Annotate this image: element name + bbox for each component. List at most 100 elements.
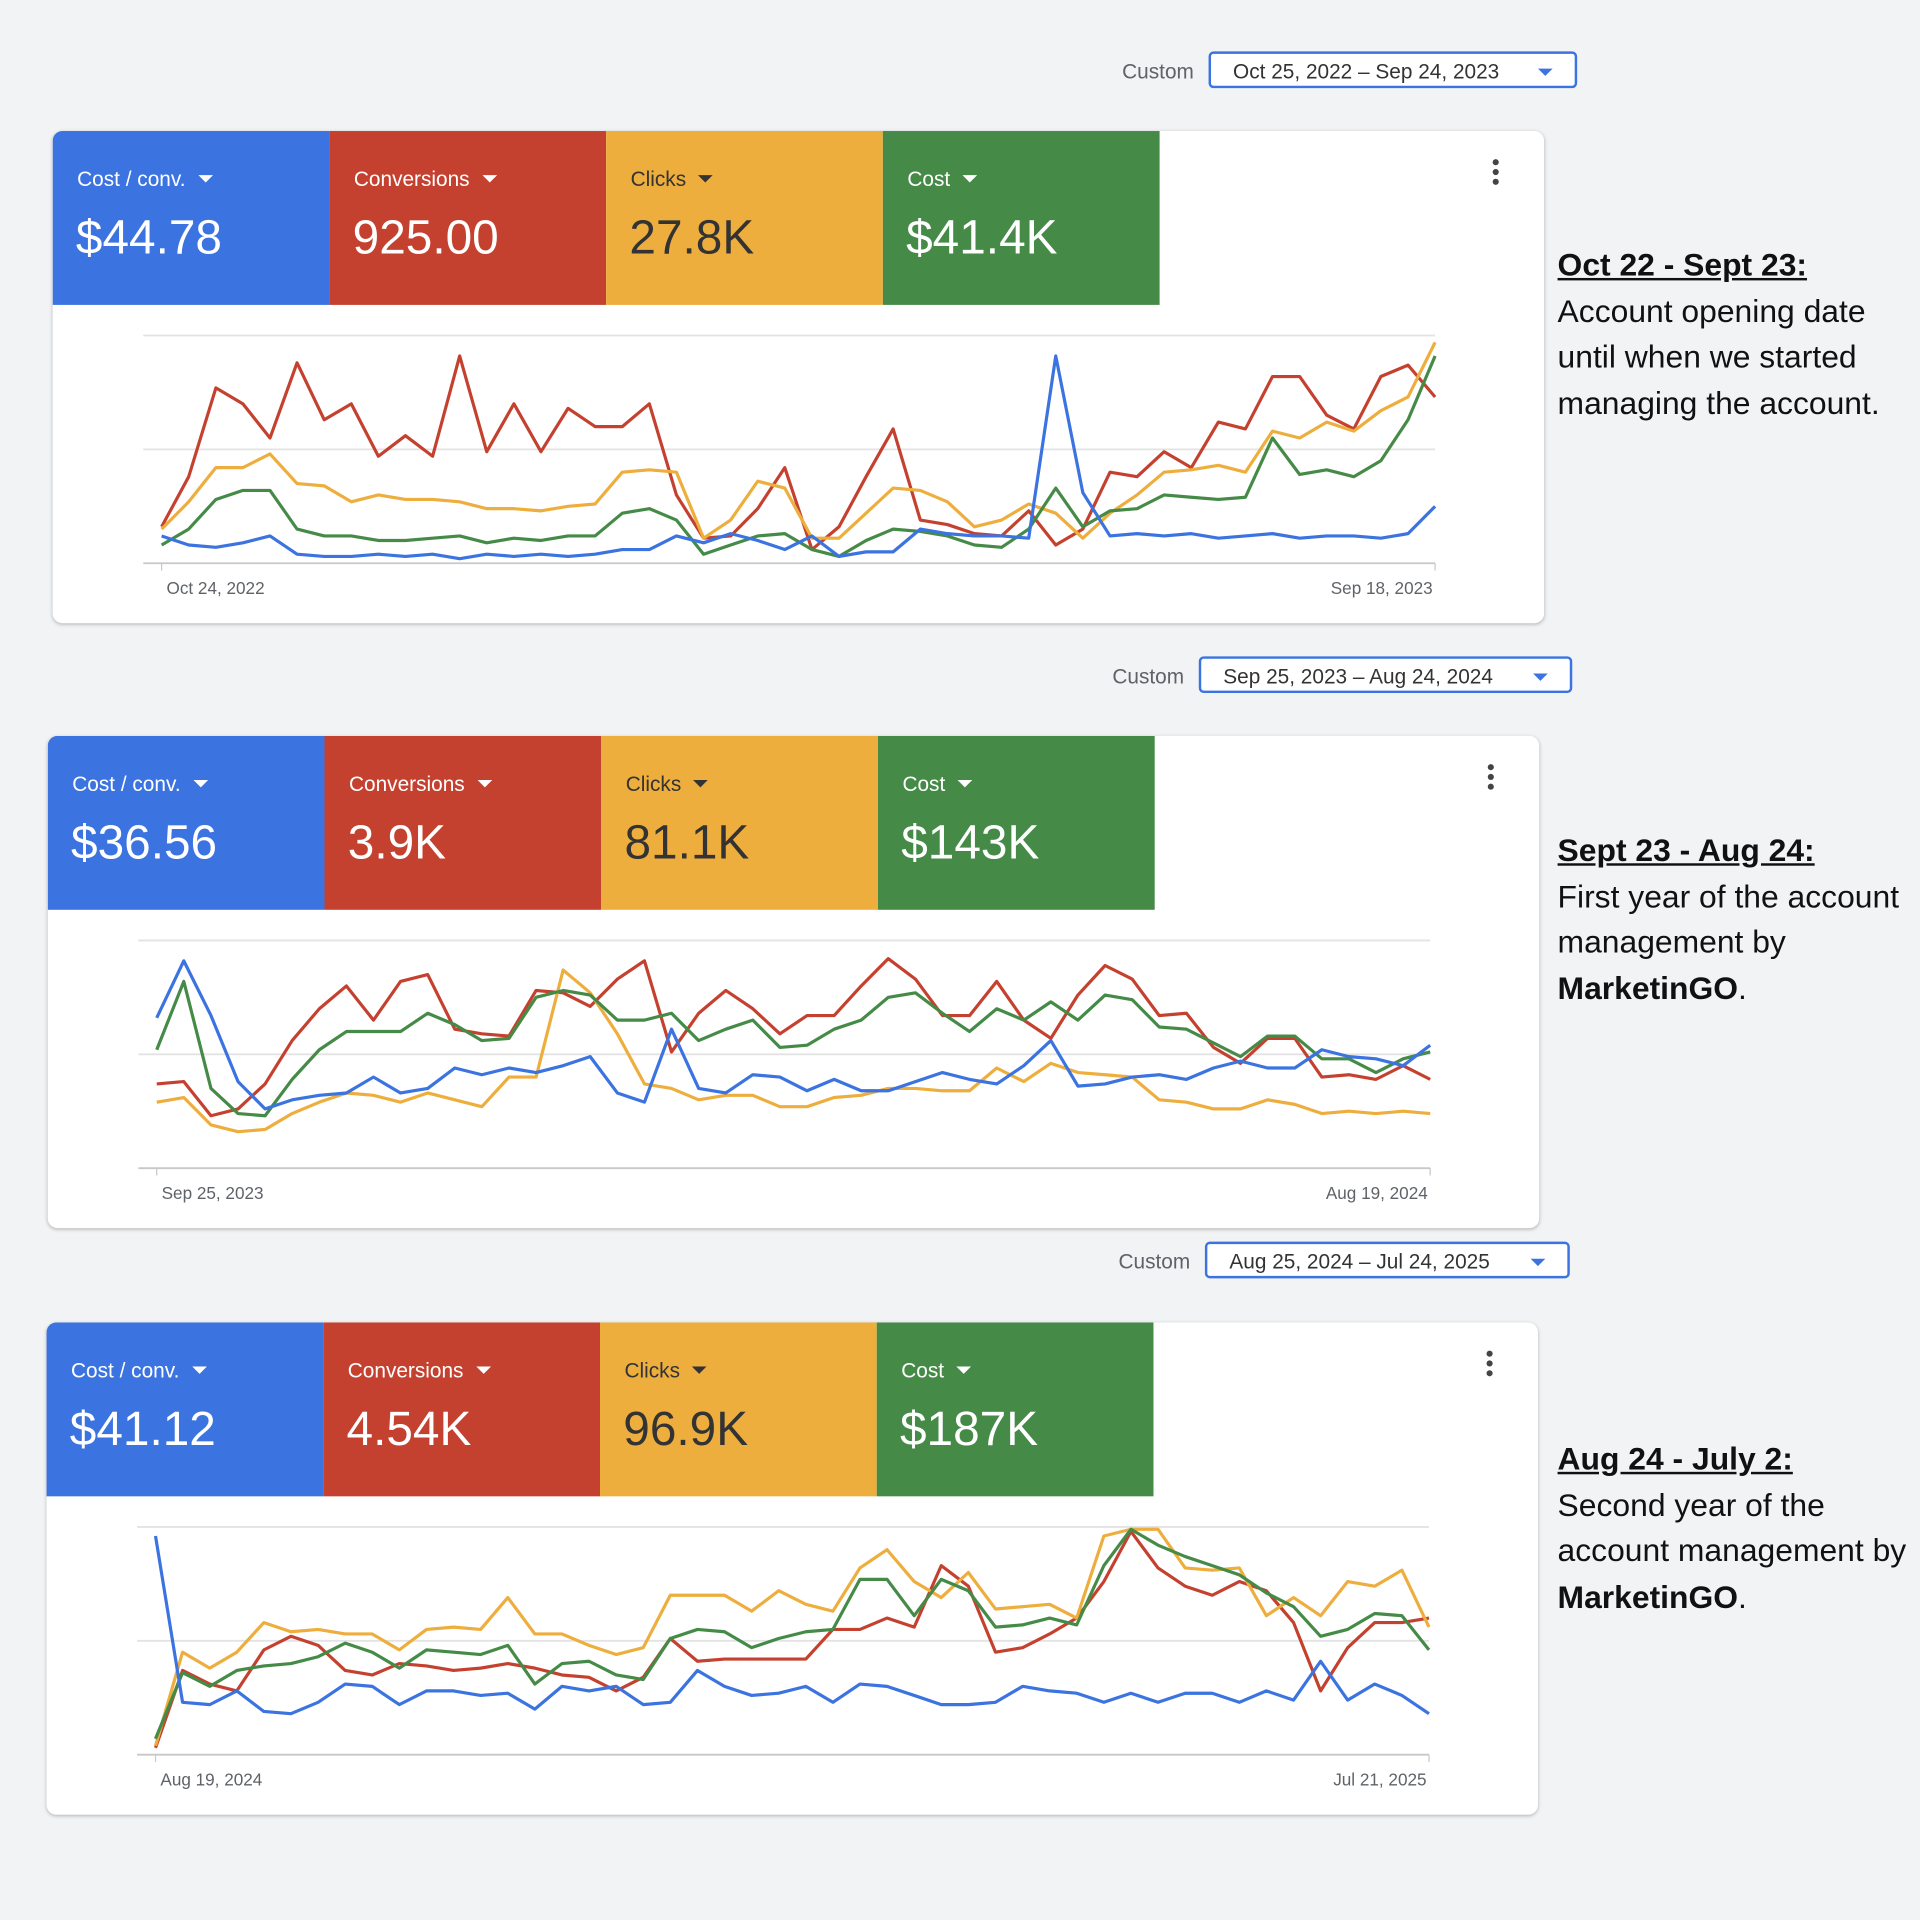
scorecard[interactable]: Cost / conv. $41.12 [46,1322,324,1497]
dropdown-caret [481,175,497,183]
dropdown-caret [191,1366,207,1374]
scorecard-label: Cost [907,168,978,192]
scorecard-label: Clicks [626,773,709,797]
scorecard-value: 81.1K [624,816,750,870]
annotation: Oct 22 - Sept 23: Account opening date un… [1558,242,1916,426]
menu-dot [1492,168,1499,176]
scorecard-label: Cost [901,1359,971,1383]
dropdown-caret [197,175,213,183]
dropdown-caret [476,780,492,788]
series-line [160,354,1437,552]
scorecard[interactable]: Cost $187K [876,1322,1154,1497]
date-range-value: Aug 25, 2024 – Jul 24, 2025 [1229,1250,1490,1274]
series-line [160,341,1437,540]
annotation-text: . [1738,969,1747,1006]
scorecard-label: Conversions [354,168,497,192]
more-menu[interactable] [1480,760,1500,792]
x-tick-label: Oct 24, 2022 [167,578,265,598]
annotation-text: First year of the account management by [1557,877,1900,960]
series-line [153,1535,1430,1716]
dropdown-caret [692,1366,707,1374]
series-line [153,1527,1431,1747]
dropdown-caret [957,780,973,788]
dropdown-caret [698,175,714,183]
date-range-picker[interactable]: Aug 25, 2024 – Jul 24, 2025 [1204,1241,1570,1279]
more-menu[interactable] [1479,1347,1499,1379]
series-line [161,354,1437,561]
chart-card: Cost / conv. $44.78 Conversions 925.00 Click… [52,131,1545,624]
scorecard-label: Conversions [349,773,492,797]
scorecard-value: $36.56 [71,816,218,870]
scorecard[interactable]: Clicks 96.9K [600,1322,877,1497]
annotation-text: Account opening date until when we start… [1557,292,1880,421]
dropdown-caret [1530,1258,1546,1267]
annotation-body: First year of the account management by … [1558,874,1916,1012]
scorecard-label: Clicks [631,168,714,192]
scorecard-value: $41.12 [69,1403,216,1456]
scorecard-label: Cost / conv. [72,773,208,797]
scorecard[interactable]: Conversions 4.54K [323,1322,600,1497]
date-range-picker[interactable]: Sep 25, 2023 – Aug 24, 2024 [1198,656,1573,694]
dropdown-caret [475,1366,491,1374]
scorecard-value: 925.00 [352,211,499,265]
scorecard-label: Cost [902,773,973,797]
menu-dot [1487,773,1494,780]
scorecard-value: $41.4K [906,211,1058,265]
scorecard-value: $187K [900,1403,1039,1456]
scorecard-value: $44.78 [75,211,222,265]
x-tick-label: Sep 18, 2023 [1331,578,1433,598]
scorecard-value: 27.8K [629,211,755,265]
x-tick-label: Jul 21, 2025 [1333,1769,1426,1789]
chart-card: Cost / conv. $36.56 Conversions 3.9K Clicks 8… [47,735,1540,1229]
dropdown-caret [962,175,978,183]
series-line [155,959,1432,1111]
scorecard[interactable]: Clicks 27.8K [606,131,883,305]
series-line [156,968,1431,1134]
annotation-text: MarketinGO [1557,1577,1739,1615]
annotation-heading: Oct 22 - Sept 23: [1557,246,1808,283]
scorecard-label: Clicks [624,1359,707,1383]
series-line [160,355,1437,559]
date-range-picker[interactable]: Oct 25, 2022 – Sep 24, 2023 [1208,51,1578,89]
dropdown-caret [192,780,208,788]
menu-dot [1487,764,1494,771]
scorecard-label: Cost / conv. [77,168,213,192]
menu-dot [1486,1350,1493,1357]
line-chart: Oct 24, 2022 Sep 18, 2023 [143,334,1437,598]
menu-dot [1486,1360,1493,1367]
series-line [154,1527,1431,1740]
menu-dot [1492,159,1499,166]
scorecard[interactable]: Conversions 3.9K [324,735,602,910]
scorecard-value: 4.54K [346,1403,472,1456]
series-line [155,979,1431,1118]
scorecard[interactable]: Cost / conv. $36.56 [47,735,325,910]
menu-dot [1486,1370,1493,1377]
x-tick-label: Sep 25, 2023 [162,1183,264,1203]
more-menu[interactable] [1485,156,1505,188]
annotation-text: . [1738,1577,1747,1615]
scorecard[interactable]: Cost $143K [877,735,1155,910]
annotation: Aug 24 - July 2: Second year of the accou… [1558,1436,1916,1620]
chart-card: Cost / conv. $41.12 Conversions 4.54K Clicks… [46,1322,1538,1815]
series-line [154,1529,1430,1749]
scorecard-value: $143K [901,816,1040,870]
dropdown-caret [956,1366,971,1374]
date-range-label: Custom [1122,60,1194,84]
date-range-value: Sep 25, 2023 – Aug 24, 2024 [1223,664,1493,689]
line-chart: Sep 25, 2023 Aug 19, 2024 [138,939,1432,1203]
scorecard[interactable]: Conversions 925.00 [329,131,607,305]
menu-dot [1487,783,1494,790]
scorecard[interactable]: Cost $41.4K [882,131,1160,305]
date-range-label: Custom [1112,664,1185,689]
date-range-value: Oct 25, 2022 – Sep 24, 2023 [1233,60,1500,84]
date-range-label: Custom [1118,1250,1191,1274]
scorecard-label: Conversions [348,1359,491,1383]
annotation-heading: Sept 23 - Aug 24: [1557,831,1815,869]
annotation: Sept 23 - Aug 24: First year of the accou… [1558,828,1916,1012]
line-chart: Aug 19, 2024 Jul 21, 2025 [137,1526,1431,1789]
x-tick-label: Aug 19, 2024 [1326,1183,1428,1203]
scorecard[interactable]: Cost / conv. $44.78 [52,131,330,305]
scorecard[interactable]: Clicks 81.1K [601,735,878,910]
